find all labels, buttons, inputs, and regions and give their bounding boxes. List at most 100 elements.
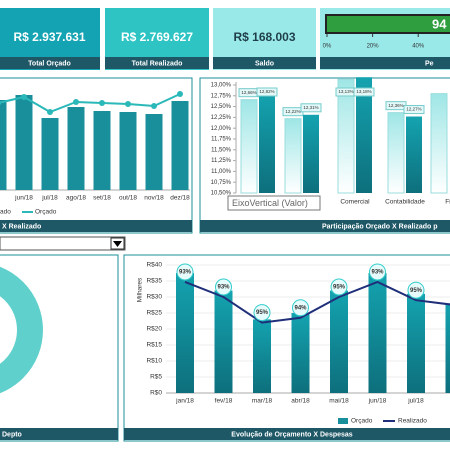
legend-label: Orçado [35,209,57,216]
panel [123,254,450,442]
point-label: 93% [217,285,230,291]
x-tick-label: Comercial [340,199,370,206]
x-tick-label: dez/18 [170,195,190,202]
y-tick-label: 11,00% [211,169,232,175]
point-label-bubble [330,278,348,296]
kpi-value: R$ 2.769.627 [121,30,193,44]
tooltip [227,195,321,211]
data-label: 12,27% [406,107,421,112]
panel-footer [200,220,450,232]
data-label: 12,31% [303,105,318,110]
y-tick-label: R$35 [146,278,162,285]
y-tick-label: 12,25% [211,115,232,121]
x-tick-label: 20% [367,44,380,50]
y-tick-label: R$0 [150,390,162,397]
donut [0,266,43,394]
panel-title: X Realizado [2,223,41,230]
data-label: 13,13% [338,89,353,94]
data-label-box [300,103,322,113]
line [184,280,450,324]
progress-label: 94 [432,16,447,31]
bar [387,112,405,194]
point [47,109,53,115]
bar [15,95,33,190]
y-tick-label: 12,00% [211,126,232,132]
y-tick-label: 13,00% [211,83,232,89]
point [177,91,183,97]
dropdown-arrow [113,241,122,247]
data-label: 12,82% [259,89,274,94]
x-tick-label: out/18 [119,195,137,202]
x-tick-label: jun/18 [14,195,33,202]
point-label-bubble [253,304,271,322]
bar [240,99,258,194]
point-label: 95% [333,285,346,291]
x-tick-label: set/18 [93,195,111,202]
point [21,94,27,100]
panel-footer [0,220,192,232]
bar [406,116,422,193]
point-label-bubble [215,278,232,296]
panel-footer [0,57,100,69]
x-tick-label: abr/18 [291,398,310,405]
y-tick-label: 11,75% [211,137,232,143]
bar [303,114,319,193]
bar [67,107,85,190]
bar [171,101,189,190]
point-label: 95% [410,288,423,294]
y-tick-label: 12,50% [211,104,232,110]
data-label: 12,36% [388,103,403,108]
x-tick-label: Contabilidade [385,199,425,206]
kpi-value: R$ 168.003 [233,30,295,44]
panel-title: Pe [425,60,434,67]
bar [368,273,387,393]
y-tick-label: R$30 [146,294,162,301]
bar [259,92,275,193]
point [0,100,1,106]
data-label: 12,66% [241,90,256,95]
point [99,100,105,106]
content: R$ 2.937.631 Total Orçado R$ 2.769.627 Tota… [0,14,450,440]
x-tick-label: mar/18 [252,398,273,405]
y-tick-label: R$25 [146,310,162,317]
panel-footer [213,57,316,69]
point-label: 93% [179,270,192,276]
panel-title: Total Orçado [28,60,71,67]
panel-title: Depto [2,431,22,438]
panel-title: Participação Orçado X Realizado p [322,223,438,230]
x-tick-label: jul/18 [41,195,58,202]
panel-title: Total Realizado [132,60,183,67]
bar [41,118,59,190]
progress-fill [327,16,450,32]
x-tick-label: 40% [412,44,425,50]
y-tick-label: 11,25% [211,158,232,164]
bar [0,100,7,190]
y-tick-label: R$20 [146,326,162,333]
data-label-box [353,87,375,97]
panel-title: Saldo [255,60,274,67]
tooltip-text: EixoVertical (Valor) [232,198,308,208]
x-tick-label: jul/18 [407,398,424,405]
y-axis-label: Milhares [137,277,144,302]
y-tick-label: 12,75% [211,93,232,99]
y-tick-label: 10,75% [211,180,232,186]
bar [291,313,310,393]
bar [356,77,372,193]
kpi-value: R$ 2.937.631 [13,30,85,44]
point-label: 95% [256,310,269,316]
data-label: 13,18% [356,89,371,94]
point-label: 93% [371,270,384,276]
bar [407,293,425,393]
filter-dropdown[interactable] [0,236,126,251]
bar [330,290,348,393]
bar [93,111,111,190]
panel-footer [0,428,118,440]
panel-title: Evolução de Orçamento X Despesas [231,431,352,438]
panel-footer [320,57,450,69]
bar [337,78,355,194]
y-tick-label: R$5 [150,374,162,381]
data-label-box [403,105,425,115]
panel-footer [105,57,209,69]
point [125,101,131,107]
legend-label: ado [0,209,11,216]
